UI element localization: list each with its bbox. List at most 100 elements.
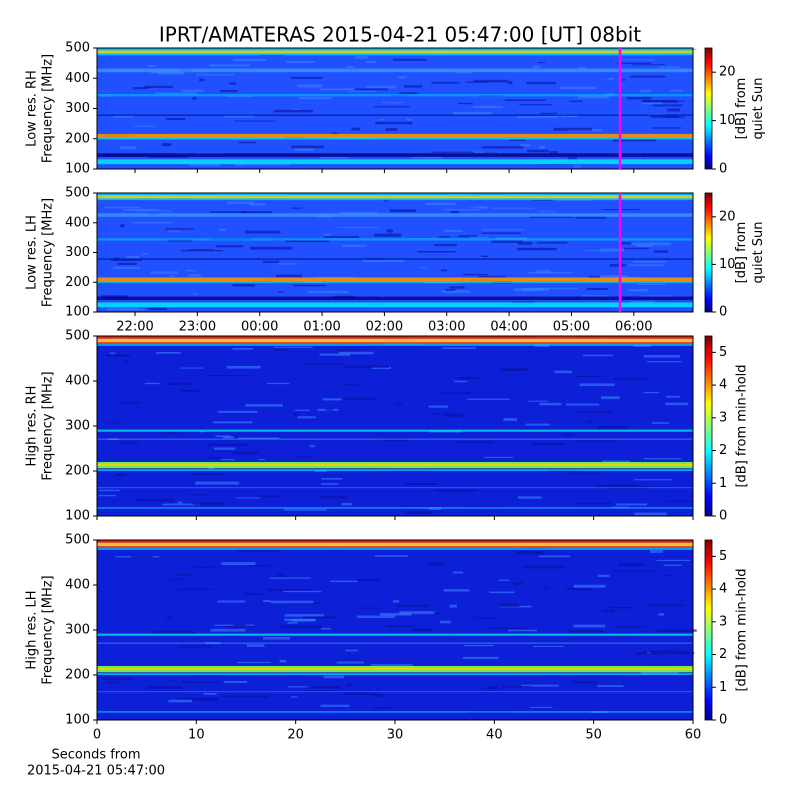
heatmap-texture: [192, 502, 225, 506]
heatmap-texture: [600, 248, 625, 252]
heatmap-texture: [263, 260, 280, 263]
heatmap-texture: [458, 102, 473, 105]
heatmap-texture: [646, 650, 687, 653]
heatmap-texture: [383, 199, 388, 202]
heatmap-texture: [563, 115, 578, 118]
heatmap-panel: [97, 193, 693, 312]
heatmap-texture: [504, 99, 546, 102]
y-tick-label: 300: [65, 419, 90, 434]
heatmap-texture: [632, 242, 672, 246]
heatmap-texture: [579, 383, 615, 387]
heatmap-texture: [223, 114, 255, 118]
heatmap-texture: [351, 127, 361, 131]
heatmap-band: [97, 673, 693, 675]
heatmap-texture: [549, 151, 558, 154]
heatmap-texture: [117, 262, 138, 265]
heatmap-texture: [597, 685, 624, 688]
heatmap-texture: [189, 163, 221, 167]
y-tick-label: 300: [65, 623, 90, 638]
heatmap-texture: [449, 604, 457, 608]
heatmap-texture: [481, 255, 489, 257]
heatmap-texture: [132, 221, 173, 224]
heatmap-texture: [245, 230, 281, 234]
heatmap-texture: [509, 139, 526, 142]
heatmap-texture: [213, 421, 253, 424]
heatmap-texture: [338, 351, 374, 355]
colorbar-tick-label: 2: [719, 647, 727, 662]
heatmap-texture: [513, 582, 523, 586]
heatmap-texture: [453, 571, 464, 574]
heatmap-texture: [113, 115, 134, 118]
colorbar-label: [dB] from min-hold: [735, 568, 750, 691]
heatmap-texture: [274, 348, 289, 352]
heatmap-background: [97, 193, 693, 312]
heatmap-texture: [647, 604, 684, 607]
heatmap-texture: [320, 483, 339, 485]
heatmap-texture: [463, 273, 489, 276]
heatmap-texture: [297, 455, 312, 458]
heatmap-texture: [612, 139, 656, 142]
heatmap-background: [97, 336, 693, 516]
heatmap-texture: [98, 494, 117, 497]
heatmap-panel: [97, 540, 697, 720]
heatmap-texture: [427, 562, 445, 566]
heatmap-texture: [519, 104, 552, 106]
heatmap-texture: [371, 694, 384, 697]
heatmap-texture: [188, 249, 214, 251]
heatmap-texture: [405, 511, 433, 514]
heatmap-texture: [155, 351, 181, 354]
heatmap-texture: [569, 100, 583, 103]
heatmap-texture: [106, 307, 140, 311]
colorbar-label: quiet Sun: [751, 77, 766, 139]
heatmap-texture: [226, 695, 270, 698]
heatmap-band: [97, 507, 693, 509]
y-tick-label: 500: [65, 41, 90, 56]
heatmap-texture: [601, 460, 630, 463]
x-tick-label: 03:00: [428, 320, 465, 335]
heatmap-texture: [232, 58, 267, 62]
heatmap-texture: [192, 96, 197, 100]
heatmap-texture: [291, 145, 325, 149]
heatmap-texture: [221, 562, 256, 566]
heatmap-texture: [214, 447, 236, 450]
heatmap-texture: [349, 90, 375, 92]
heatmap-texture: [658, 613, 664, 616]
heatmap-band: [97, 691, 693, 693]
x-tick-label: 40: [486, 728, 503, 743]
heatmap-texture: [153, 631, 197, 635]
heatmap-band: [97, 296, 693, 301]
heatmap-texture: [586, 287, 609, 291]
heatmap-texture: [344, 692, 378, 695]
heatmap-texture: [234, 163, 246, 166]
heatmap-texture: [206, 375, 250, 377]
x-tick-label: 20: [287, 728, 304, 743]
heatmap-texture: [294, 148, 314, 151]
colorbar-tick-label: 2: [719, 443, 727, 458]
heatmap-texture: [616, 503, 648, 506]
heatmap-texture: [233, 624, 246, 627]
heatmap-texture: [473, 106, 503, 109]
heatmap-texture: [262, 637, 290, 640]
heatmap-texture: [277, 291, 285, 293]
heatmap-texture: [247, 565, 270, 567]
heatmap-texture: [170, 680, 176, 682]
heatmap-texture: [274, 109, 313, 113]
heatmap-texture: [321, 478, 343, 480]
heatmap-texture: [493, 207, 535, 209]
heatmap-texture: [574, 165, 581, 168]
heatmap-band: [97, 195, 693, 199]
colorbar-tick-label: 5: [719, 549, 727, 564]
heatmap-texture: [269, 577, 311, 579]
heatmap-texture: [166, 117, 186, 121]
y-tick-label: 400: [65, 71, 90, 86]
heatmap-texture: [178, 389, 201, 392]
heatmap-texture: [560, 86, 597, 90]
heatmap-texture: [232, 451, 259, 455]
heatmap-band: [97, 469, 693, 471]
heatmap-texture: [226, 365, 261, 369]
heatmap-texture: [249, 203, 267, 206]
heatmap-texture: [122, 208, 160, 211]
heatmap-texture: [238, 549, 281, 552]
heatmap-texture: [394, 403, 403, 406]
heatmap-texture: [182, 89, 204, 92]
